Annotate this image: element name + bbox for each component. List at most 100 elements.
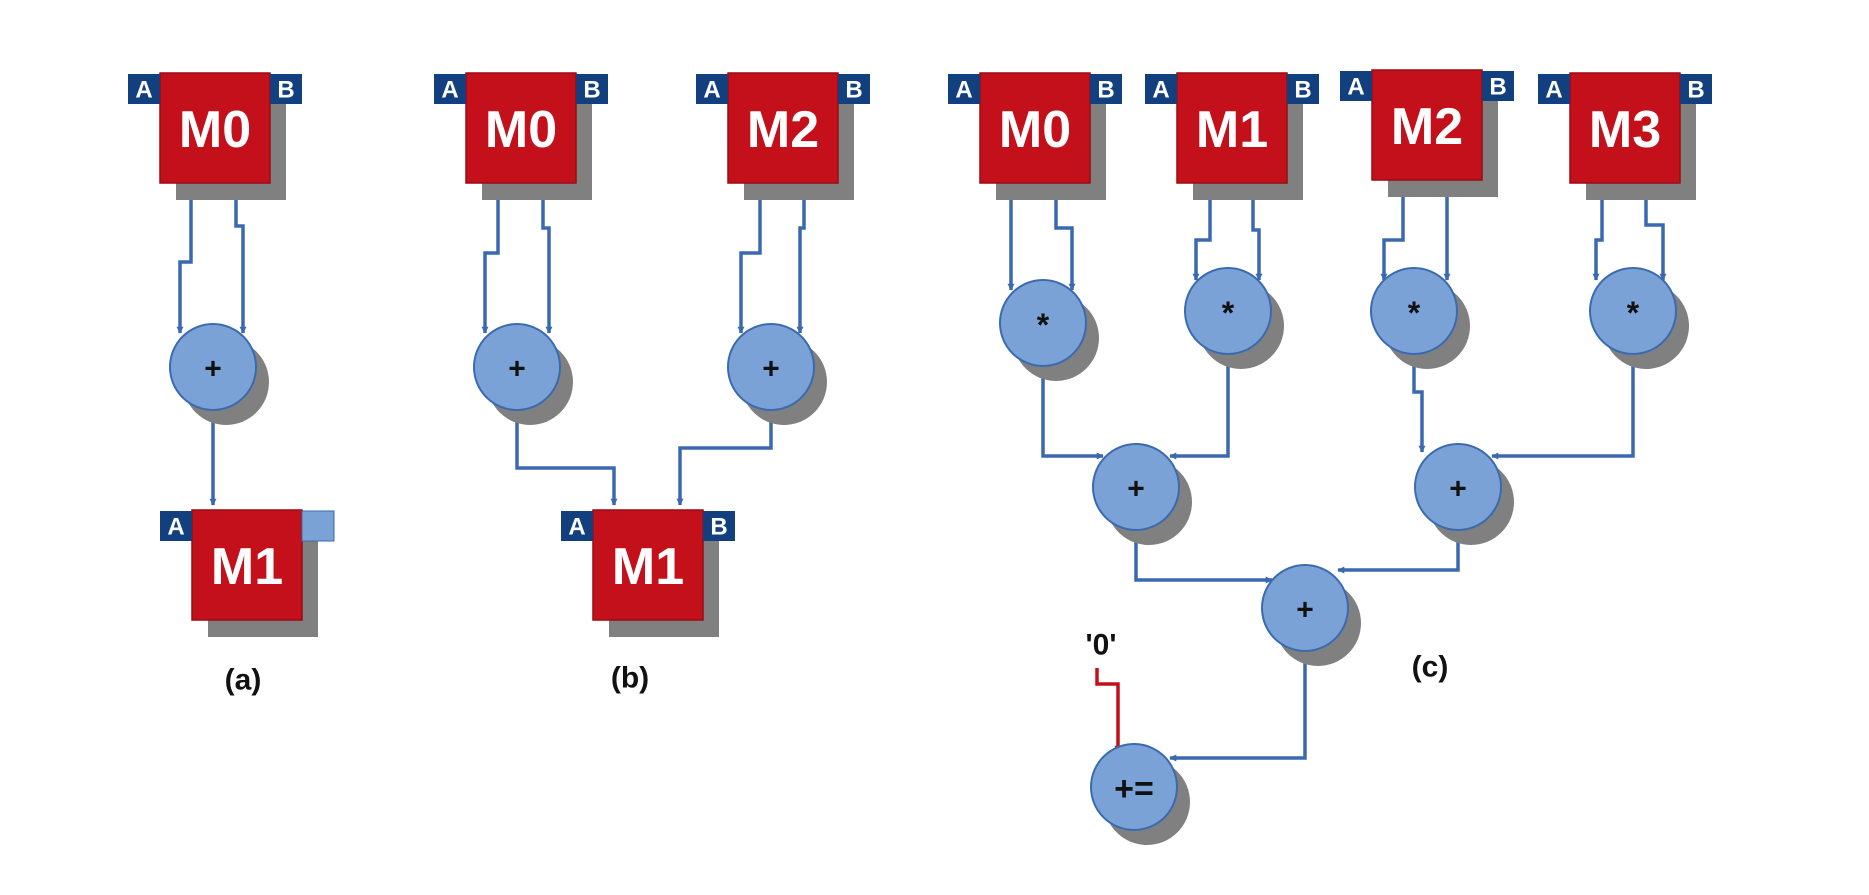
panel-c-mult-0-label: * bbox=[1037, 307, 1050, 343]
panel-c-mem-1-port-b-label: B bbox=[1294, 77, 1311, 104]
panel-c-mem-2: M2 A B bbox=[1340, 69, 1514, 197]
panel-c-mem-0-port-b bbox=[1090, 74, 1122, 104]
panel-c-mult-1-label: * bbox=[1222, 295, 1235, 331]
panel-a-add-circle bbox=[169, 323, 257, 411]
panel-c-mem-0-port-a bbox=[948, 74, 980, 104]
nodes-layer: M0 A B + M1 A M0 A B M2 A B + + M1 A B M0 A B M1 A B M2 A B M3 A B * *… bbox=[128, 69, 1712, 845]
panel-c-mult-0-circle bbox=[999, 279, 1087, 367]
panel-c-mem-3-port-a bbox=[1538, 74, 1570, 104]
panel-a-m0: M0 A B bbox=[128, 72, 302, 200]
panel-c-mem-1-label: M1 bbox=[1196, 101, 1268, 159]
panel-c-add-l1-1-circle bbox=[1414, 443, 1502, 531]
panel-a-m1-port-b-stub bbox=[301, 510, 335, 542]
panel-a-m0-port-b-label: B bbox=[277, 77, 294, 104]
panel-b-m1-label: M1 bbox=[612, 538, 684, 596]
panel-b-m1-port-b-label: B bbox=[710, 514, 727, 541]
panel-b-m1: M1 A B bbox=[561, 509, 735, 637]
panel-a-add-label: + bbox=[204, 353, 222, 386]
panel-c-add-l2-label: + bbox=[1296, 594, 1314, 627]
panel-c-wire-m1-mult-b bbox=[1251, 183, 1263, 281]
panel-c-wire-mult2-add1 bbox=[1412, 354, 1426, 453]
panel-b-m0: M0 A B bbox=[434, 72, 608, 200]
labels-layer: (a) (b) '0' (c) bbox=[225, 629, 1449, 697]
panel-c-mult-3-label: * bbox=[1627, 295, 1640, 331]
panel-c-mem-0-box bbox=[979, 72, 1091, 184]
panel-c-mem-3-port-a-label: A bbox=[1545, 77, 1562, 104]
panel-c-mem-1-port-a bbox=[1145, 74, 1177, 104]
panel-c-wire-mult3-add1 bbox=[1491, 354, 1635, 460]
panel-c-mem-3-port-b-label: B bbox=[1687, 77, 1704, 104]
panel-c-mem-3-box bbox=[1569, 72, 1681, 184]
panel-b-m1-port-a bbox=[561, 511, 593, 541]
panel-c-wire-add2-accumulator bbox=[1169, 651, 1307, 762]
panel-b-add-right-label: + bbox=[762, 353, 780, 386]
panel-b-m2: M2 A B bbox=[696, 72, 870, 200]
panel-a-m0-port-b bbox=[270, 74, 302, 104]
panel-a-m1: M1 A bbox=[160, 509, 335, 637]
panel-b-wire-m0-to-add-right bbox=[541, 183, 553, 334]
panel-c-mem-0-port-b-label: B bbox=[1097, 77, 1114, 104]
panel-c-mem-2-label: M2 bbox=[1391, 98, 1463, 156]
panel-a-m0-port-a-label: A bbox=[135, 77, 152, 104]
panel-b-m2-port-a-label: A bbox=[703, 77, 720, 104]
panel-c-mem-1-port-b bbox=[1287, 74, 1319, 104]
panel-b-add-right: + bbox=[727, 323, 827, 425]
panel-a-m1-port-a-label: A bbox=[167, 514, 184, 541]
panel-c-mult-3: * bbox=[1589, 267, 1689, 369]
panel-c-wire-m3-mult-a bbox=[1592, 183, 1604, 281]
panel-c-mem-1: M1 A B bbox=[1145, 72, 1319, 200]
panel-c-mem-0-port-a-label: A bbox=[955, 77, 972, 104]
panel-b-m0-port-a-label: A bbox=[441, 77, 458, 104]
panel-b-wire-m2-to-add-left bbox=[737, 183, 762, 334]
panel-c-constant-label: '0' bbox=[1086, 629, 1117, 662]
panel-b-m1-box bbox=[592, 509, 704, 621]
panel-c-mem-3-label: M3 bbox=[1589, 101, 1661, 159]
panel-b-wire-add-right-to-m1 bbox=[676, 410, 773, 506]
panel-b-m1-port-a-label: A bbox=[568, 514, 585, 541]
panel-a-m1-label: M1 bbox=[211, 538, 283, 596]
wires-layer bbox=[176, 180, 1667, 762]
panel-c-mem-2-port-a bbox=[1340, 71, 1372, 101]
panel-a-wire-m0-to-add-left bbox=[176, 183, 193, 334]
panel-b-wire-m0-to-add-left bbox=[481, 183, 500, 334]
panel-c-wire-m0-mult-b bbox=[1054, 183, 1076, 291]
panel-b-m2-box bbox=[727, 72, 839, 184]
panel-b-m2-port-b bbox=[838, 74, 870, 104]
panel-c-add-l1-0: + bbox=[1092, 443, 1192, 545]
panel-b-add-left: + bbox=[473, 323, 573, 425]
panel-b-m0-port-b-label: B bbox=[583, 77, 600, 104]
panel-c-wire-add1-add2 bbox=[1337, 530, 1460, 574]
panel-c-wire-m1-mult-a bbox=[1192, 183, 1212, 281]
panel-c-mem-2-box bbox=[1371, 69, 1483, 181]
panel-b-add-left-label: + bbox=[508, 353, 526, 386]
panel-c-add-l1-1: + bbox=[1414, 443, 1514, 545]
panel-c-mem-2-port-b-label: B bbox=[1489, 74, 1506, 101]
panel-b-m2-port-b-label: B bbox=[845, 77, 862, 104]
panel-c-mult-1-circle bbox=[1184, 267, 1272, 355]
panel-c-mult-3-circle bbox=[1589, 267, 1677, 355]
panel-c-wire-add0-add2 bbox=[1134, 530, 1273, 584]
panel-c-mem-0-label: M0 bbox=[999, 101, 1071, 159]
panel-b-wire-m2-to-add-right bbox=[796, 183, 806, 334]
panel-c-wire-const-accumulator bbox=[1095, 668, 1122, 753]
panel-c-wire-m3-mult-b bbox=[1644, 183, 1667, 281]
panel-a-wire-m0-to-add-right bbox=[234, 183, 247, 334]
panel-b-add-left-circle bbox=[473, 323, 561, 411]
panel-c-mult-2-label: * bbox=[1408, 295, 1421, 331]
panel-a-m1-box bbox=[191, 509, 303, 621]
panel-c-accumulator: += bbox=[1090, 743, 1190, 845]
panel-c-add-l1-1-label: + bbox=[1449, 473, 1467, 506]
panel-b-wire-add-left-to-m1 bbox=[515, 410, 618, 506]
panel-c-mem-1-box bbox=[1176, 72, 1288, 184]
panel-b-caption: (b) bbox=[611, 662, 649, 695]
panel-b-m0-port-a bbox=[434, 74, 466, 104]
panel-c-wire-mult0-add0 bbox=[1041, 366, 1104, 460]
panel-b-add-right-circle bbox=[727, 323, 815, 411]
panel-c-mult-2: * bbox=[1370, 267, 1470, 369]
panel-b-m0-label: M0 bbox=[485, 101, 557, 159]
panel-c-mem-3: M3 A B bbox=[1538, 72, 1712, 200]
panel-c-accumulator-label: += bbox=[1114, 770, 1154, 808]
panel-c-mult-0: * bbox=[999, 279, 1099, 381]
